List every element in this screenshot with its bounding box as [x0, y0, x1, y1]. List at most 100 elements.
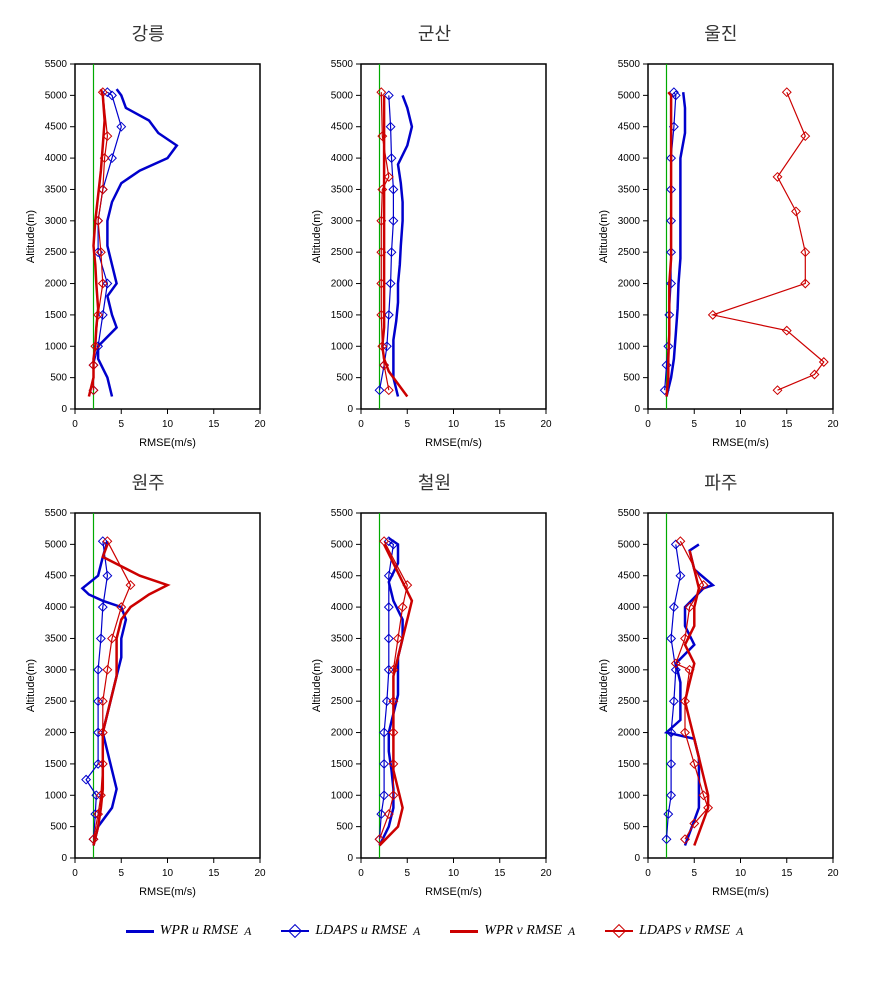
x-tick-label: 20 [827, 868, 839, 879]
chart-grid: 강릉05101520050010001500200025003000350040… [20, 20, 849, 908]
y-axis-label: Altitude(m) [25, 659, 37, 712]
y-tick-label: 500 [623, 822, 640, 833]
x-tick-label: 15 [495, 868, 507, 879]
y-tick-label: 5500 [45, 59, 68, 70]
y-tick-label: 3000 [617, 665, 640, 676]
x-tick-label: 5 [118, 419, 124, 430]
y-tick-label: 3000 [331, 665, 354, 676]
x-axis-label: RMSE(m/s) [712, 886, 769, 898]
y-tick-label: 4500 [617, 122, 640, 133]
x-tick-label: 15 [208, 868, 220, 879]
y-tick-label: 3500 [45, 184, 68, 195]
panel-title: 철원 [306, 469, 562, 495]
y-tick-label: 1500 [45, 759, 68, 770]
legend-swatch [281, 930, 309, 932]
y-tick-label: 2000 [617, 728, 640, 739]
y-tick-label: 5500 [331, 508, 354, 519]
y-tick-label: 1500 [617, 759, 640, 770]
legend-label-sub: A [413, 925, 420, 938]
y-tick-label: 2500 [617, 247, 640, 258]
y-tick-label: 4000 [331, 153, 354, 164]
y-tick-label: 5500 [617, 59, 640, 70]
y-axis-label: Altitude(m) [311, 659, 323, 712]
legend-label-sub: A [244, 925, 251, 938]
y-tick-label: 3500 [331, 184, 354, 195]
y-tick-label: 1000 [617, 790, 640, 801]
x-tick-label: 0 [645, 868, 651, 879]
legend-label-sub: A [568, 925, 575, 938]
y-tick-label: 2000 [331, 279, 354, 290]
panel-title: 울진 [593, 20, 849, 46]
panel-title: 파주 [593, 469, 849, 495]
y-tick-label: 5000 [617, 90, 640, 101]
y-axis-label: Altitude(m) [598, 210, 610, 263]
y-tick-label: 4500 [331, 571, 354, 582]
y-tick-label: 2500 [331, 247, 354, 258]
y-tick-label: 1500 [45, 310, 68, 321]
x-axis-label: RMSE(m/s) [425, 437, 482, 449]
x-tick-label: 15 [781, 419, 793, 430]
y-tick-label: 4000 [617, 602, 640, 613]
y-tick-label: 3000 [45, 665, 68, 676]
y-tick-label: 0 [61, 853, 67, 864]
chart-svg: 0510152005001000150020002500300035004000… [593, 54, 843, 454]
chart-panel: 파주05101520050010001500200025003000350040… [593, 469, 849, 908]
y-tick-label: 0 [348, 853, 354, 864]
y-tick-label: 4000 [45, 602, 68, 613]
x-tick-label: 10 [735, 868, 747, 879]
legend: WPR u RMSEALDAPS u RMSEAWPR v RMSEALDAPS… [20, 923, 849, 939]
x-tick-label: 5 [691, 419, 697, 430]
y-tick-label: 1000 [617, 341, 640, 352]
chart-holder: 0510152005001000150020002500300035004000… [593, 54, 849, 459]
x-tick-label: 10 [735, 419, 747, 430]
legend-item: LDAPS v RMSE A [605, 923, 743, 939]
y-tick-label: 4000 [45, 153, 68, 164]
y-tick-label: 500 [337, 373, 354, 384]
y-tick-label: 4000 [331, 602, 354, 613]
legend-marker-diamond [612, 924, 626, 938]
legend-marker-diamond [288, 924, 302, 938]
panel-title: 원주 [20, 469, 276, 495]
y-axis-label: Altitude(m) [311, 210, 323, 263]
chart-panel: 강릉05101520050010001500200025003000350040… [20, 20, 276, 459]
y-tick-label: 500 [623, 373, 640, 384]
legend-swatch [126, 930, 154, 933]
y-tick-label: 2500 [617, 696, 640, 707]
y-tick-label: 500 [50, 373, 67, 384]
y-tick-label: 5000 [45, 90, 68, 101]
y-tick-label: 2000 [617, 279, 640, 290]
x-axis-label: RMSE(m/s) [139, 437, 196, 449]
x-tick-label: 10 [162, 419, 174, 430]
y-tick-label: 3500 [617, 184, 640, 195]
chart-holder: 0510152005001000150020002500300035004000… [306, 54, 562, 459]
y-tick-label: 1500 [331, 310, 354, 321]
y-tick-label: 4500 [45, 571, 68, 582]
chart-panel: 원주05101520050010001500200025003000350040… [20, 469, 276, 908]
x-tick-label: 20 [541, 419, 553, 430]
y-tick-label: 1000 [331, 341, 354, 352]
legend-item: WPR v RMSE A [450, 923, 575, 939]
legend-label: WPR v RMSE [484, 923, 562, 939]
y-tick-label: 5000 [617, 539, 640, 550]
y-tick-label: 0 [348, 404, 354, 415]
y-axis-label: Altitude(m) [598, 659, 610, 712]
y-tick-label: 5000 [331, 90, 354, 101]
y-tick-label: 4000 [617, 153, 640, 164]
y-tick-label: 3000 [45, 216, 68, 227]
y-tick-label: 2500 [45, 247, 68, 258]
chart-svg: 0510152005001000150020002500300035004000… [20, 54, 270, 454]
chart-holder: 0510152005001000150020002500300035004000… [20, 503, 276, 908]
y-tick-label: 3500 [331, 633, 354, 644]
legend-label: LDAPS v RMSE [639, 923, 730, 939]
y-tick-label: 4500 [617, 571, 640, 582]
legend-label-sub: A [736, 925, 743, 938]
chart-holder: 0510152005001000150020002500300035004000… [593, 503, 849, 908]
x-tick-label: 10 [448, 868, 460, 879]
x-tick-label: 20 [254, 419, 266, 430]
x-tick-label: 20 [827, 419, 839, 430]
y-tick-label: 1000 [331, 790, 354, 801]
panel-title: 군산 [306, 20, 562, 46]
y-tick-label: 2500 [45, 696, 68, 707]
x-tick-label: 15 [208, 419, 220, 430]
chart-panel: 울진05101520050010001500200025003000350040… [593, 20, 849, 459]
